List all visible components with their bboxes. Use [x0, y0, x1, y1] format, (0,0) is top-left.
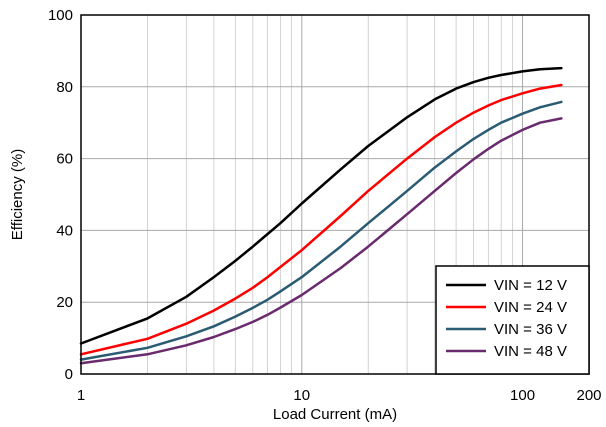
x-tick-labels: 1 10 100 200 — [77, 387, 602, 404]
major-gridlines — [81, 15, 589, 374]
y-tick-label: 0 — [65, 366, 73, 383]
legend-label: VIN = 24 V — [494, 299, 567, 316]
series-line-0 — [79, 66, 563, 345]
legend-label: VIN = 48 V — [494, 343, 567, 360]
x-tick-label: 1 — [77, 387, 85, 404]
series-line-1 — [79, 83, 563, 356]
legend-label: VIN = 36 V — [494, 321, 567, 338]
y-tick-labels: 0 20 40 60 80 100 — [48, 7, 73, 383]
legend: VIN = 12 V VIN = 24 V VIN = 36 V VIN = 48 V — [435, 265, 590, 375]
x-axis-label: Load Current (mA) — [273, 406, 397, 423]
legend-label: VIN = 12 V — [494, 277, 567, 294]
y-tick-label: 20 — [56, 294, 73, 311]
series-line-2 — [79, 100, 563, 361]
x-tick-label: 200 — [576, 387, 601, 404]
series-lines — [79, 66, 563, 365]
plot-frame — [80, 14, 590, 375]
x-tick-label: 100 — [510, 387, 535, 404]
y-axis-label: Efficiency (%) — [9, 149, 26, 240]
y-tick-label: 60 — [56, 151, 73, 168]
x-tick-label: 10 — [293, 387, 310, 404]
y-tick-label: 40 — [56, 222, 73, 239]
series-line-3 — [79, 117, 563, 365]
y-tick-label: 80 — [56, 79, 73, 96]
y-tick-label: 100 — [48, 7, 73, 24]
